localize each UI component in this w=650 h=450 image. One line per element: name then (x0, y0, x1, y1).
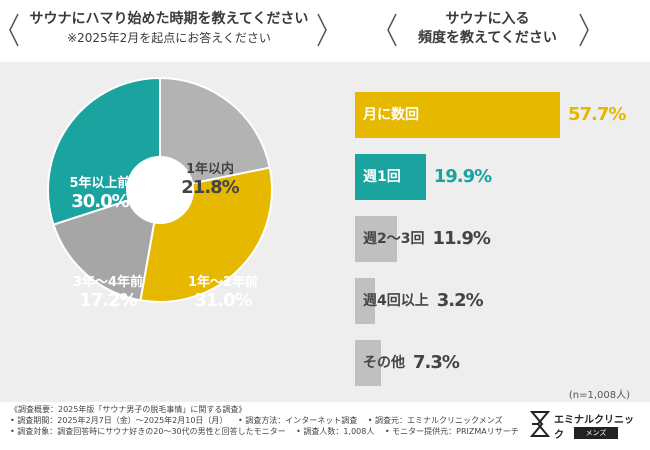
survey-footer: 《調査概要：2025年版「サウナ男子の脱毛事情」に関する調査》 • 調査期間：2… (10, 404, 527, 437)
left-question-subtitle: ※2025年2月を起点にお答えください (67, 31, 271, 45)
pie-chart (46, 76, 273, 303)
footer-row-3: • 調査対象：調査回答時にサウナ好きの20〜30代の男性と回答したモニター • … (10, 426, 527, 437)
bar (355, 92, 560, 138)
pie-label-4: 5年以上前 30.0% (48, 176, 152, 213)
bar (355, 278, 375, 324)
survey-by: • 調査元：エミナルクリニックメンズ (367, 416, 503, 425)
pie-center-hole (126, 156, 194, 224)
right-open-bracket (387, 13, 397, 47)
pie-value: 21.8% (181, 176, 239, 198)
left-close-bracket (317, 13, 327, 47)
pie-value: 31.0% (194, 289, 252, 311)
bar-category: 週4回以上 (363, 293, 429, 309)
bar (355, 340, 381, 386)
survey-period: • 調査期間：2025年2月7日（金）〜2025年2月10日（月） (10, 416, 228, 425)
bar-value: 3.2% (436, 290, 484, 311)
footer-row-2: • 調査期間：2025年2月7日（金）〜2025年2月10日（月） • 調査方法… (10, 415, 527, 426)
bar-value: 19.9% (433, 166, 492, 187)
pie-category: 5年以上前 (69, 176, 131, 191)
logo-tag: メンズ (574, 427, 618, 439)
left-question-text: サウナにハマり始めた時期を教えてください (29, 11, 309, 27)
bar-category: 週1回 (363, 169, 401, 185)
logo-mark-icon (530, 411, 550, 437)
survey-target: • 調査対象：調査回答時にサウナ好きの20〜30代の男性と回答したモニター (10, 427, 286, 436)
bar-value: 57.7% (568, 104, 626, 125)
bar (355, 154, 426, 200)
pie-label-2: 1年〜2年前 31.0% (168, 275, 278, 312)
bar-category: 月に数回 (363, 107, 419, 123)
right-question-title: サウナに入る 頻度を教えてください (385, 10, 590, 48)
pie-category: 1年〜2年前 (187, 275, 259, 290)
title-brackets (9, 13, 589, 47)
survey-summary: 《調査概要：2025年版「サウナ男子の脱毛事情」に関する調査》 (10, 405, 247, 414)
bar-category: 週2〜3回 (363, 231, 425, 247)
right-question-line2: 頻度を教えてください (418, 30, 557, 46)
right-close-bracket (579, 13, 589, 47)
footer-row-1: 《調査概要：2025年版「サウナ男子の脱毛事情」に関する調査》 (10, 404, 527, 415)
pie-category: 1年以内 (185, 162, 235, 177)
right-question-line1: サウナに入る (445, 11, 530, 27)
logo-name: エミナルクリニック (554, 415, 634, 441)
left-question-title: サウナにハマり始めた時期を教えてください ※2025年2月を起点にお答えください (18, 10, 320, 48)
bar-category: その他 (363, 355, 405, 371)
bar-value: 7.3% (413, 352, 460, 373)
sample-size: (n=1,008人) (568, 390, 630, 401)
pie-value: 30.0% (71, 190, 129, 212)
pie-slice (52, 188, 162, 302)
pie-label-1: 1年以内 21.8% (170, 162, 250, 199)
clinic-logo: エミナルクリニック メンズ (530, 408, 642, 442)
pie-value: 17.2% (79, 289, 137, 311)
monitor-provider: • モニター提供元：PRIZMAリサーチ (384, 427, 519, 436)
pie-category: 3年〜4年前 (72, 275, 144, 290)
bar (355, 216, 398, 262)
chart-panel: 1年以内 21.8% 1年〜2年前 31.0% 3年〜4年前 17.2% 5年以… (0, 62, 650, 402)
pie-slice (159, 76, 271, 192)
left-open-bracket (9, 13, 19, 47)
pie-label-3: 3年〜4年前 17.2% (56, 275, 160, 312)
survey-method: • 調査方法：インターネット調査 (237, 416, 358, 425)
bar-value: 11.9% (432, 228, 490, 249)
respondents: • 調査人数：1,008人 (296, 427, 375, 436)
